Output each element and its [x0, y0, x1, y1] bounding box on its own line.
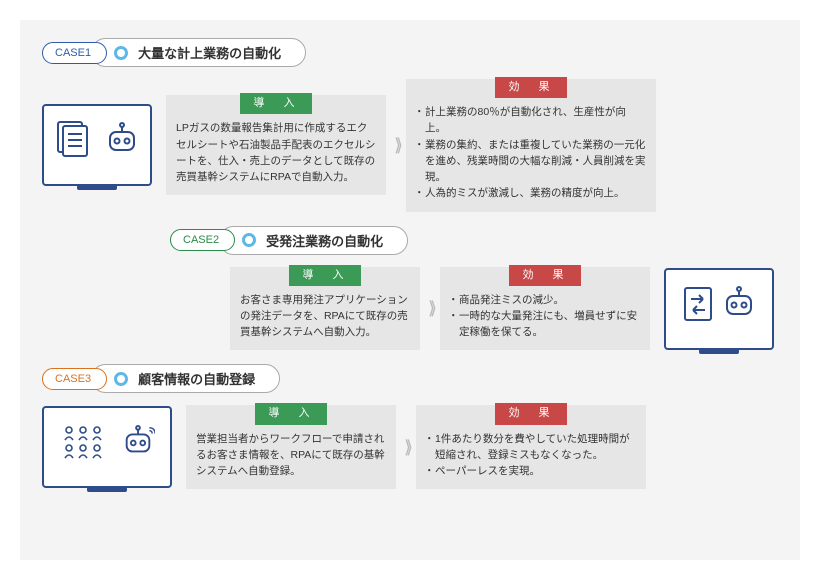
case-2: CASE2 受発注業務の自動化 導 入 お客さま専用発注アプリケーションの発注デ…	[42, 226, 778, 351]
case-header: CASE3 顧客情報の自動登録	[42, 364, 778, 393]
intro-panel: 導 入 営業担当者からワークフローで申請されるお客さま情報を、RPAにて既存の基…	[186, 405, 396, 489]
monitor-icon	[42, 406, 172, 488]
arrow-icon: ⟩⟩	[428, 298, 432, 319]
monitor-icon	[42, 104, 152, 186]
effect-item: 一時的な大量発注にも、増員せずに安定稼働を保てる。	[450, 308, 640, 341]
transfer-icon	[681, 284, 715, 324]
case-badge: CASE1	[42, 42, 107, 64]
effect-panel: 効 果 計上業務の80％が自動化され、生産性が向上。 業務の集約、または重複して…	[406, 79, 656, 212]
case-title-wrap: 大量な計上業務の自動化	[91, 38, 306, 67]
case-row: 導 入 LPガスの数量報告集計用に作成するエクセルシートや石油製品手配表のエクセ…	[42, 79, 778, 212]
case-badge: CASE2	[170, 229, 235, 251]
page: CASE1 大量な計上業務の自動化	[20, 20, 800, 560]
effect-list: 計上業務の80％が自動化され、生産性が向上。 業務の集約、または重複していた業務…	[416, 104, 646, 202]
effect-item: ペーパーレスを実現。	[426, 463, 636, 479]
case-title-wrap: 受発注業務の自動化	[219, 226, 408, 255]
bullet-icon	[114, 46, 128, 60]
case-row: 導 入 お客さま専用発注アプリケーションの発注データを、RPAにて既存の売買基幹…	[42, 267, 778, 351]
bullet-icon	[242, 233, 256, 247]
effect-panel: 効 果 商品発注ミスの減少。 一時的な大量発注にも、増員せずに安定稼働を保てる。	[440, 267, 650, 351]
case-title: 受発注業務の自動化	[266, 231, 383, 250]
effect-item: 1件あたり数分を費やしていた処理時間が短縮され、登録ミスもなくなった。	[426, 431, 636, 464]
case-row: 導 入 営業担当者からワークフローで申請されるお客さま情報を、RPAにて既存の基…	[42, 405, 778, 489]
robot-icon	[121, 425, 155, 459]
intro-label: 導 入	[240, 93, 312, 114]
case-header: CASE1 大量な計上業務の自動化	[42, 38, 778, 67]
arrow-icon: ⟩⟩	[394, 135, 398, 156]
robot-icon	[721, 286, 757, 322]
documents-icon	[54, 118, 98, 162]
monitor-icon	[664, 268, 774, 350]
intro-label: 導 入	[289, 265, 361, 286]
intro-text: 営業担当者からワークフローで申請されるお客さま情報を、RPAにて既存の基幹システ…	[186, 431, 396, 490]
effect-item: 人為的ミスが激減し、業務の精度が向上。	[416, 185, 646, 201]
case-title: 大量な計上業務の自動化	[138, 43, 281, 62]
arrow-icon: ⟩⟩	[404, 437, 408, 458]
intro-text: お客さま専用発注アプリケーションの発注データを、RPAにて既存の売買基幹システム…	[230, 292, 420, 351]
intro-label: 導 入	[255, 403, 327, 424]
effect-label: 効 果	[495, 77, 567, 98]
effect-item: 計上業務の80％が自動化され、生産性が向上。	[416, 104, 646, 137]
case-1: CASE1 大量な計上業務の自動化	[42, 38, 778, 212]
effect-label: 効 果	[509, 265, 581, 286]
effect-item: 業務の集約、または重複していた業務の一元化を進め、残業時間の大幅な削減・人員削減…	[416, 137, 646, 186]
robot-icon	[104, 122, 140, 158]
effect-panel: 効 果 1件あたり数分を費やしていた処理時間が短縮され、登録ミスもなくなった。 …	[416, 405, 646, 489]
case-title: 顧客情報の自動登録	[138, 369, 255, 388]
case-title-wrap: 顧客情報の自動登録	[91, 364, 280, 393]
effect-label: 効 果	[495, 403, 567, 424]
effect-item: 商品発注ミスの減少。	[450, 292, 640, 308]
bullet-icon	[114, 372, 128, 386]
effect-list: 商品発注ミスの減少。 一時的な大量発注にも、増員せずに安定稼働を保てる。	[450, 292, 640, 341]
effect-list: 1件あたり数分を費やしていた処理時間が短縮され、登録ミスもなくなった。 ペーパー…	[426, 431, 636, 480]
intro-text: LPガスの数量報告集計用に作成するエクセルシートや石油製品手配表のエクセルシート…	[166, 120, 386, 195]
intro-panel: 導 入 LPガスの数量報告集計用に作成するエクセルシートや石油製品手配表のエクセ…	[166, 95, 386, 195]
case-header: CASE2 受発注業務の自動化	[170, 226, 778, 255]
case-badge: CASE3	[42, 368, 107, 390]
case-3: CASE3 顧客情報の自動登録	[42, 364, 778, 489]
people-icon	[59, 420, 115, 464]
intro-panel: 導 入 お客さま専用発注アプリケーションの発注データを、RPAにて既存の売買基幹…	[230, 267, 420, 351]
